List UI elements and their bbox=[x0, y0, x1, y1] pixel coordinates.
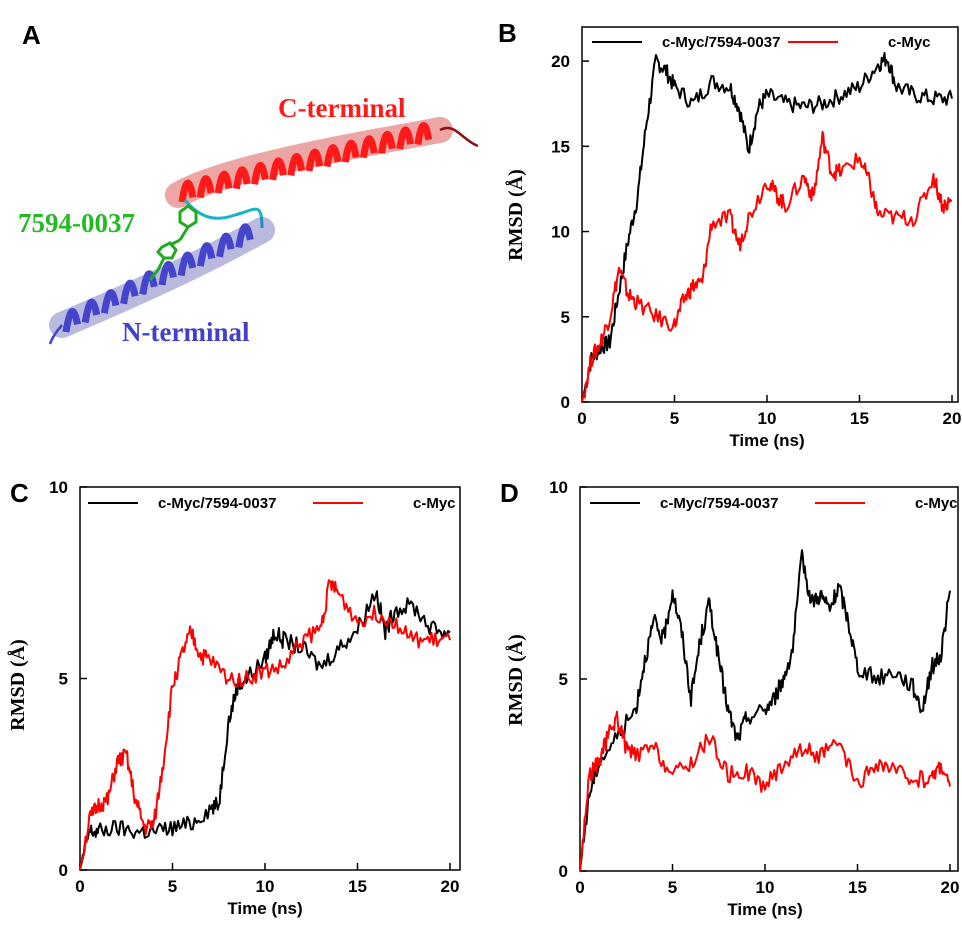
y-tick-label: 10 bbox=[549, 478, 568, 497]
x-tick-label: 10 bbox=[756, 878, 775, 897]
x-tick-label: 15 bbox=[848, 878, 867, 897]
y-tick-label: 0 bbox=[59, 861, 68, 880]
x-tick-label: 15 bbox=[348, 877, 367, 896]
n-terminal-tail bbox=[48, 324, 63, 345]
series-line-complex bbox=[79, 590, 451, 871]
c-terminal-helix bbox=[165, 117, 453, 208]
x-tick-label: 5 bbox=[668, 878, 677, 897]
c-terminal-turn bbox=[232, 166, 251, 190]
c-terminal-turn bbox=[323, 144, 342, 168]
x-tick-label: 5 bbox=[670, 409, 679, 428]
c-terminal-helix-turns bbox=[178, 122, 433, 203]
y-tick-label: 10 bbox=[49, 478, 68, 497]
y-axis-label: RMSD (Å) bbox=[6, 639, 29, 731]
y-tick-label: 15 bbox=[551, 137, 570, 156]
x-tick-label: 5 bbox=[168, 877, 177, 896]
y-tick-label: 5 bbox=[559, 670, 568, 689]
y-tick-label: 20 bbox=[551, 52, 570, 71]
n-terminal-turn bbox=[196, 242, 216, 267]
n-terminal-turn bbox=[216, 232, 235, 258]
ligand-molecule bbox=[148, 204, 198, 281]
c-terminal-turn bbox=[341, 139, 360, 163]
y-tick-label: 5 bbox=[59, 670, 68, 689]
plot-frame bbox=[79, 486, 461, 871]
ligand-label: 7594-0037 bbox=[18, 208, 135, 238]
panel-label-c: C bbox=[10, 478, 29, 508]
y-tick-label: 5 bbox=[561, 308, 570, 327]
legend-label: c-Myc/7594-0037 bbox=[660, 495, 778, 512]
x-tick-label: 0 bbox=[577, 409, 586, 428]
series-line-apo bbox=[579, 710, 951, 872]
c-terminal-turn bbox=[414, 122, 433, 145]
c-terminal-turn bbox=[305, 148, 324, 172]
legend-label: c-Myc bbox=[915, 495, 958, 512]
series-line-complex bbox=[581, 52, 953, 403]
c-terminal-turn bbox=[196, 175, 215, 199]
n-terminal-turn bbox=[158, 261, 177, 286]
c-terminal-turn bbox=[269, 157, 288, 181]
legend-label: c-Myc bbox=[413, 495, 456, 512]
n-terminal-turn bbox=[120, 279, 139, 305]
n-terminal-turn bbox=[235, 223, 254, 248]
n-terminal-turn bbox=[139, 270, 158, 295]
series-line-complex bbox=[579, 549, 951, 872]
legend-label: c-Myc/7594-0037 bbox=[662, 34, 780, 51]
n-terminal-turn bbox=[177, 251, 197, 277]
x-axis-label: Time (ns) bbox=[227, 899, 302, 918]
x-tick-label: 20 bbox=[441, 877, 460, 896]
c-terminal-turn bbox=[359, 135, 378, 159]
n-terminal-turn bbox=[100, 289, 120, 314]
y-axis-label: RMSD (Å) bbox=[504, 634, 527, 726]
c-terminal-turn bbox=[214, 170, 233, 194]
panel-label-d: D bbox=[500, 478, 519, 508]
x-tick-label: 20 bbox=[941, 878, 960, 897]
x-tick-label: 0 bbox=[575, 878, 584, 897]
x-tick-label: 20 bbox=[943, 409, 962, 428]
n-terminal-label: N-terminal bbox=[122, 317, 250, 347]
y-tick-label: 10 bbox=[551, 223, 570, 242]
c-terminal-tail bbox=[439, 126, 479, 148]
y-axis-label: RMSD (Å) bbox=[504, 169, 527, 261]
c-terminal-turn bbox=[396, 126, 415, 150]
legend-label: c-Myc bbox=[888, 34, 931, 51]
y-tick-label: 0 bbox=[561, 393, 570, 412]
chart-d: 0 5 10 15 20 0 5 10 Time (ns) RMSD (Å) c-Myc/7594-… bbox=[504, 478, 959, 919]
x-axis-label: Time (ns) bbox=[729, 431, 804, 450]
c-terminal-label: C-terminal bbox=[278, 93, 406, 123]
chart-b: 0 5 10 15 20 0 5 10 15 20 Time (ns) RMSD (Å) c-Myc/7… bbox=[504, 26, 962, 450]
x-tick-label: 0 bbox=[75, 877, 84, 896]
x-tick-label: 15 bbox=[850, 409, 869, 428]
panel-label-b: B bbox=[498, 18, 517, 48]
c-terminal-turn bbox=[378, 130, 396, 154]
n-terminal-helix-turns bbox=[62, 223, 254, 333]
legend-label: c-Myc/7594-0037 bbox=[158, 495, 276, 512]
x-tick-label: 10 bbox=[758, 409, 777, 428]
series-line-apo bbox=[581, 130, 953, 403]
plot-frame bbox=[581, 26, 959, 403]
x-axis-label: Time (ns) bbox=[727, 900, 802, 919]
c-terminal-turn bbox=[251, 161, 269, 185]
y-tick-label: 0 bbox=[559, 862, 568, 881]
chart-c: 0 5 10 15 20 0 5 10 Time (ns) RMSD (Å) c-Myc/7594-… bbox=[6, 478, 461, 918]
x-tick-label: 10 bbox=[256, 877, 275, 896]
series-line-apo bbox=[79, 579, 451, 871]
n-terminal-turn bbox=[81, 298, 101, 324]
panel-label-a: A bbox=[22, 20, 41, 50]
c-terminal-turn bbox=[178, 179, 197, 203]
protein-structure: C-terminal 7594-0037 N-terminal bbox=[18, 93, 479, 347]
n-terminal-turn bbox=[62, 308, 81, 333]
loop bbox=[183, 199, 264, 229]
c-terminal-turn bbox=[287, 153, 306, 176]
